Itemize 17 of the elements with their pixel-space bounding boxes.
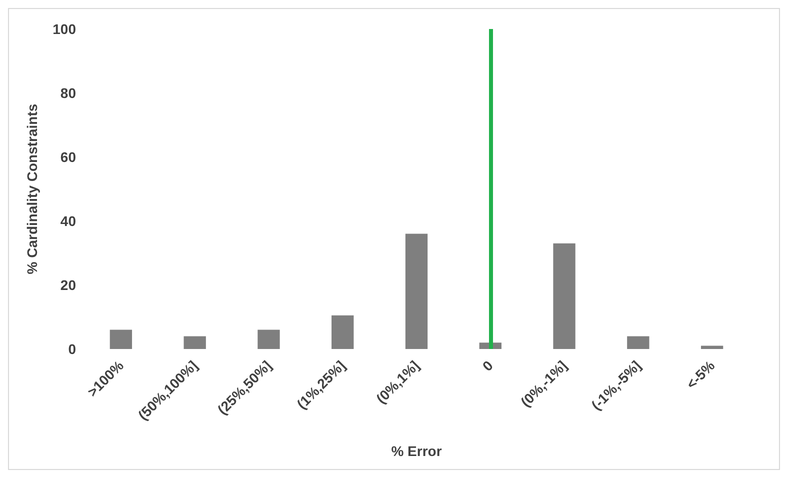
x-tick-label: 0: [479, 357, 496, 374]
bar: [553, 243, 576, 349]
bar: [258, 330, 280, 349]
bar: [110, 330, 132, 349]
y-tick-label: 20: [60, 277, 76, 293]
y-tick-label: 40: [60, 213, 76, 229]
y-tick-label: 80: [60, 85, 76, 101]
x-axis-title: % Error: [391, 443, 442, 459]
y-tick-label: 0: [68, 341, 76, 357]
bar: [627, 336, 650, 349]
bar: [184, 336, 206, 349]
y-tick-label: 100: [52, 21, 76, 37]
bar: [332, 315, 354, 349]
y-tick-label: 60: [60, 149, 76, 165]
bar: [700, 346, 724, 349]
bar: [405, 234, 428, 349]
y-axis-title: % Cardinality Constraints: [24, 104, 40, 274]
